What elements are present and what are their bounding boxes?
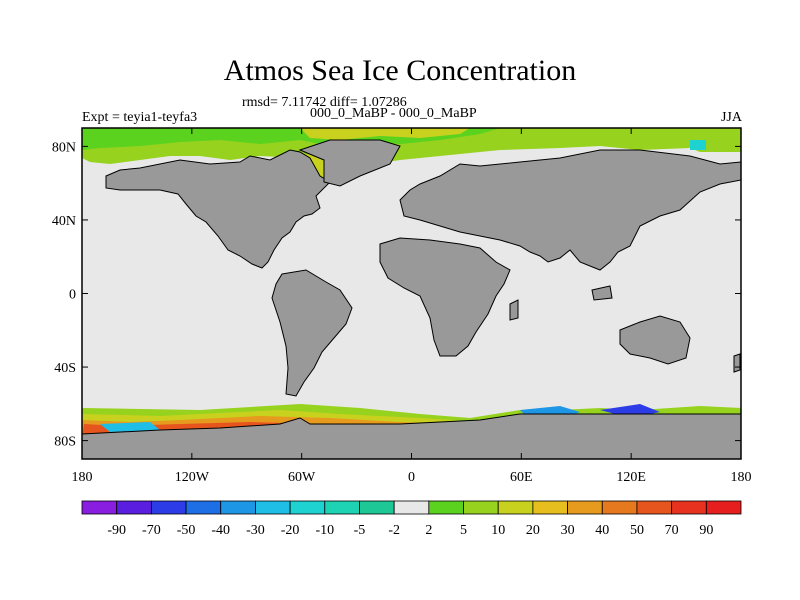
southern-ice-cyan [100,422,160,432]
colorbar-label: -90 [107,523,126,538]
colorbar-label: -50 [177,523,196,538]
colorbar-swatch [705,500,742,515]
australia [619,315,691,365]
colorbar-swatch [150,500,187,515]
madagascar [509,299,519,321]
colorbar-label: 90 [699,523,713,538]
antarctica [82,413,741,459]
colorbar-swatch [428,500,464,515]
colorbar-swatch [324,500,360,515]
x-tick-label: 60E [510,470,533,485]
colorbar-label: -10 [315,523,334,538]
colorbar-label: -20 [281,523,300,538]
y-tick-label: 80S [54,435,76,450]
arctic-ice-yellow [300,128,470,140]
colorbar-swatch [671,500,707,515]
y-tick-label: 40N [52,214,76,229]
greenland [298,139,401,187]
chart-title: Atmos Sea Ice Concentration [223,54,577,87]
eurasia [399,149,741,271]
colorbar: -90 -70 -50 -40 -30 -20 -10 -5 -2 2 5 10 20 30 40 50 70 9… [81,500,742,538]
x-tick-label: 180 [731,470,752,485]
colorbar-swatch [532,500,568,515]
y-tick-label: 40S [54,361,76,376]
new-zealand [733,353,741,373]
north-america [105,149,331,269]
period-line: 000_0_MaBP - 000_0_MaBP [310,106,477,121]
colorbar-label: 30 [561,523,575,538]
x-axis: 180 120W 60W 0 60E 120E 180 [72,128,752,485]
colorbar-swatch [497,500,534,515]
x-tick-label: 60W [288,470,316,485]
colorbar-label: -40 [211,523,230,538]
y-axis: 80N 40N 0 40S 80S [52,140,741,450]
colorbar-swatch [255,500,291,515]
stats-line: rmsd= 7.11742 diff= 1.07286 [242,95,407,110]
colorbar-swatch [567,500,603,515]
colorbar-swatch [116,500,152,515]
colorbar-swatch [359,500,395,515]
colorbar-swatch [463,500,499,515]
colorbar-swatch [81,500,118,515]
arctic-cyan-patch [690,140,706,150]
colorbar-label: -5 [354,523,366,538]
colorbar-swatch [601,500,638,515]
colorbar-swatch [220,500,256,515]
x-tick-label: 120W [175,470,210,485]
colorbar-swatch [185,500,222,515]
colorbar-label: 70 [665,523,679,538]
colorbar-label: -70 [142,523,161,538]
land-layer [82,139,741,459]
x-tick-label: 180 [72,470,93,485]
y-tick-label: 80N [52,140,76,155]
x-tick-label: 0 [408,470,415,485]
x-tick-label: 120E [616,470,646,485]
colorbar-label: 50 [630,523,644,538]
colorbar-label: 2 [425,523,432,538]
colorbar-swatch [393,500,430,515]
colorbar-label: 20 [526,523,540,538]
colorbar-label: 5 [460,523,467,538]
africa [379,237,511,357]
south-america [271,269,353,397]
y-tick-label: 0 [69,288,76,303]
colorbar-swatch [636,500,673,515]
season-label: JJA [720,110,742,125]
colorbar-label: 40 [595,523,609,538]
experiment-label: Expt = teyia1-teyfa3 [82,110,198,125]
indonesia [591,285,613,301]
colorbar-label: 10 [491,523,505,538]
colorbar-label: -2 [388,523,400,538]
colorbar-label: -30 [246,523,265,538]
colorbar-swatch [289,500,326,515]
